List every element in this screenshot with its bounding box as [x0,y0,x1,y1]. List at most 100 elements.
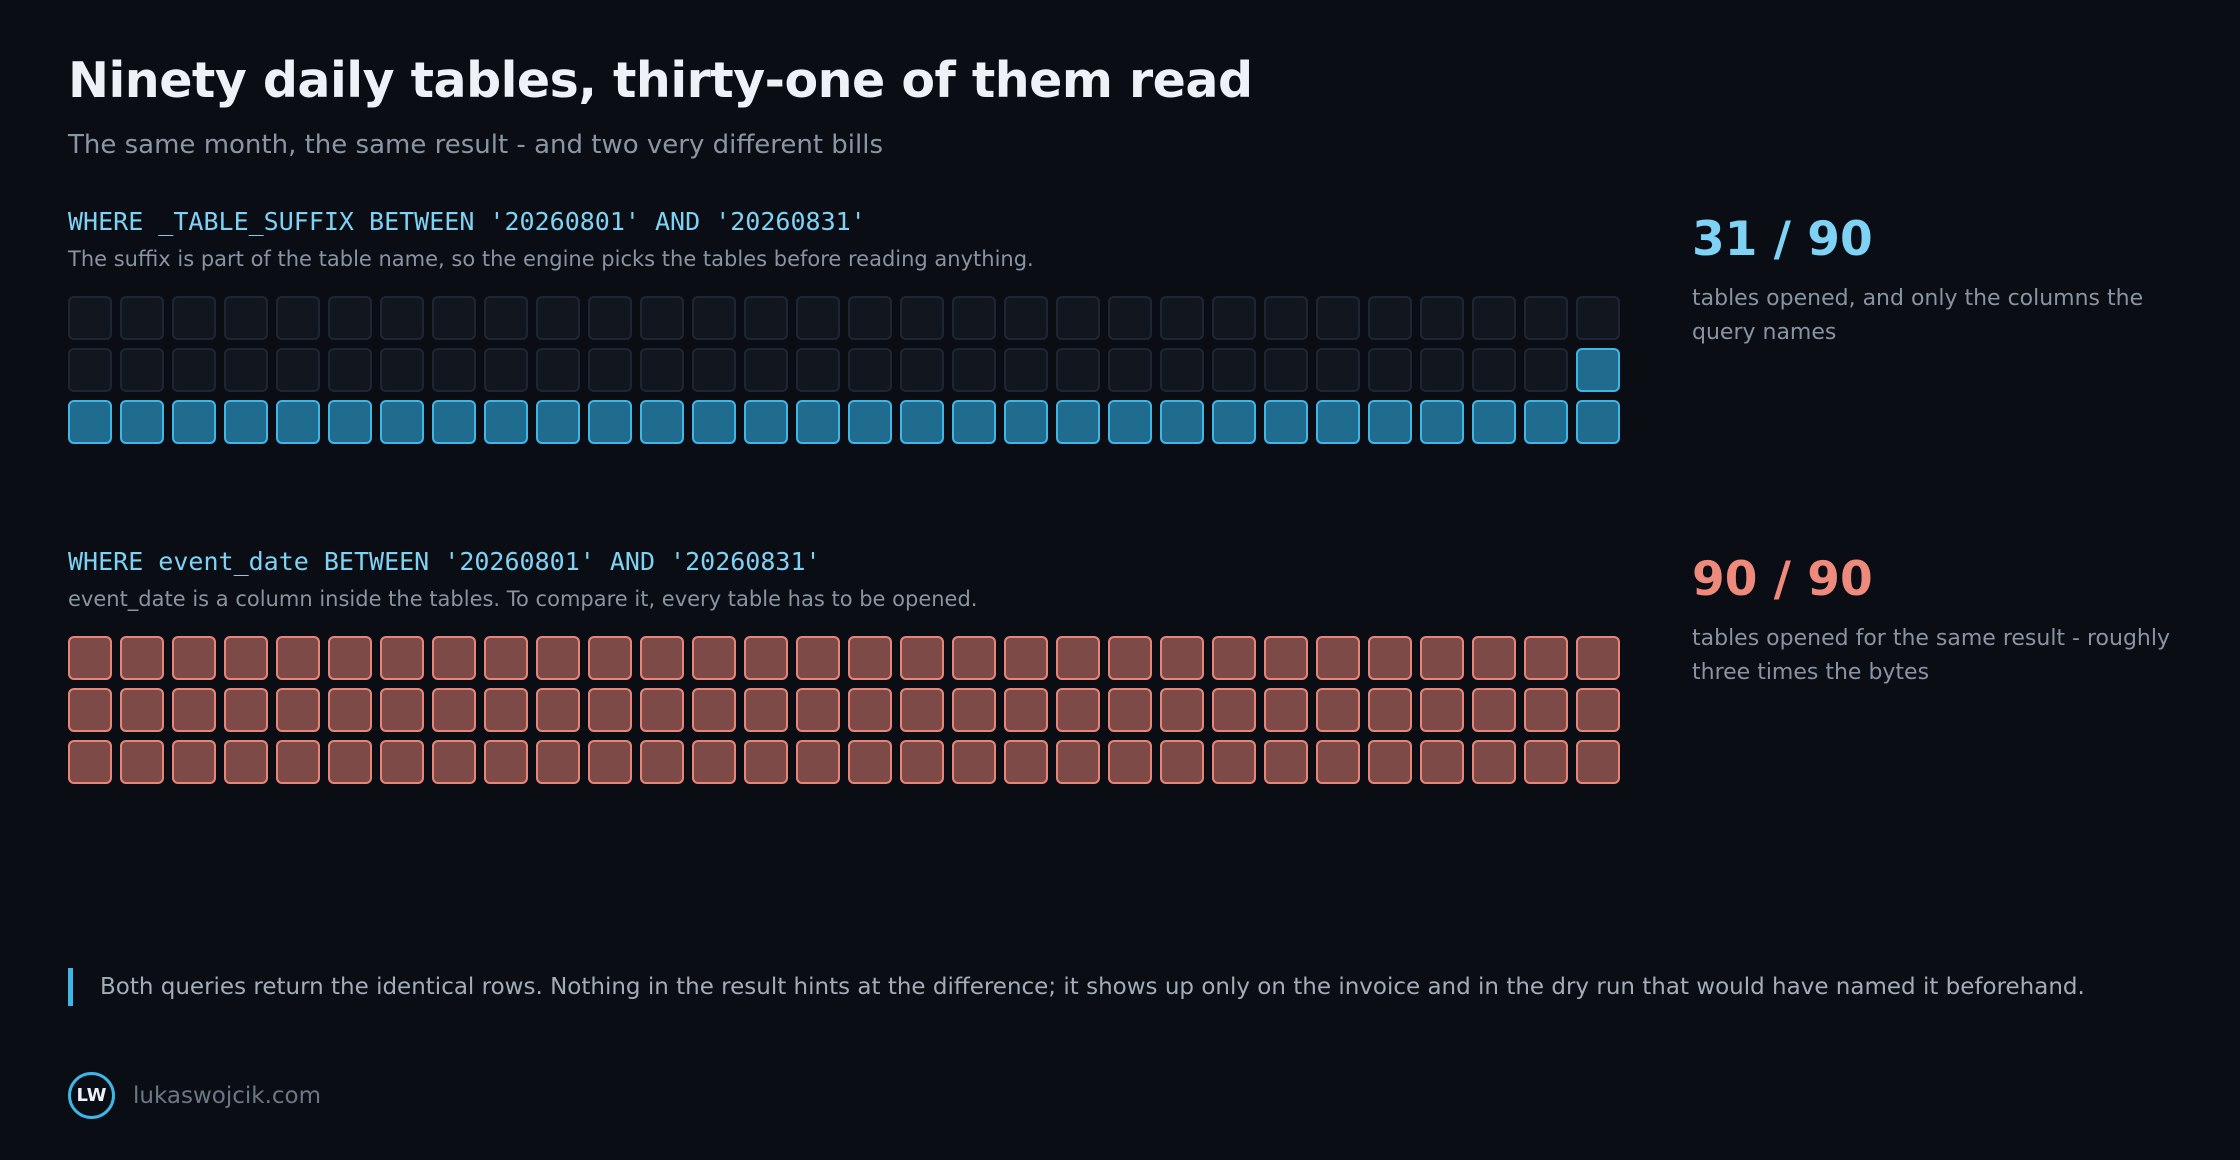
table-cell-opened [224,636,268,680]
table-cell-opened [744,740,788,784]
table-cell-skipped [224,296,268,340]
table-cell-opened [1420,400,1464,444]
table-cell-skipped [68,296,112,340]
table-cell-opened [952,688,996,732]
table-cell-skipped [432,296,476,340]
table-cell-opened [692,636,736,680]
table-cell-skipped [432,348,476,392]
table-cell-opened [1368,688,1412,732]
table-cell-opened [1056,636,1100,680]
brand-link[interactable]: lukaswojcik.com [133,1082,322,1109]
stat-description: tables opened, and only the columns the … [1692,286,2144,345]
table-cell-skipped [588,296,632,340]
table-cell-opened [120,740,164,784]
table-cell-skipped [692,348,736,392]
table-cell-opened [328,688,372,732]
table-cell-opened [380,688,424,732]
table-cell-opened [276,740,320,784]
table-cell-opened [1212,688,1256,732]
table-cell-skipped [276,348,320,392]
table-cell-opened [1160,400,1204,444]
table-grid [68,636,1620,784]
table-cell-opened [1212,400,1256,444]
table-cell-skipped [224,348,268,392]
table-cell-skipped [796,296,840,340]
stat-description: tables opened for the same result - roug… [1692,626,2170,685]
table-cell-skipped [172,348,216,392]
table-cell-opened [848,688,892,732]
table-cell-opened [1472,636,1516,680]
table-cell-opened [224,740,268,784]
table-cell-skipped [1264,348,1308,392]
table-cell-opened [1316,688,1360,732]
table-cell-opened [432,740,476,784]
table-cell-opened [1576,688,1620,732]
table-cell-opened [900,688,944,732]
table-cell-skipped [1264,296,1308,340]
table-cell-opened [640,636,684,680]
table-cell-opened [588,400,632,444]
query-text: WHERE _TABLE_SUFFIX BETWEEN '20260801' A… [68,207,866,236]
stat-value: 90 / 90 [1692,552,1873,607]
table-cell-skipped [1524,296,1568,340]
table-cell-skipped [380,296,424,340]
table-cell-opened [1212,636,1256,680]
table-cell-opened [484,400,528,444]
table-cell-opened [1004,636,1048,680]
table-cell-opened [692,400,736,444]
table-cell-opened [796,740,840,784]
table-cell-skipped [1420,296,1464,340]
table-cell-skipped [1524,348,1568,392]
table-cell-opened [1316,636,1360,680]
table-cell-opened [1056,400,1100,444]
table-cell-opened [1108,740,1152,784]
brand[interactable]: LW lukaswojcik.com [68,1072,321,1119]
table-cell-opened [484,688,528,732]
table-cell-opened [1212,740,1256,784]
table-cell-opened [588,740,632,784]
table-cell-skipped [1316,348,1360,392]
table-cell-opened [1368,740,1412,784]
table-cell-opened [68,400,112,444]
table-cell-opened [952,740,996,784]
table-cell-opened [1108,688,1152,732]
table-cell-skipped [536,296,580,340]
table-cell-opened [1004,740,1048,784]
table-cell-opened [1576,740,1620,784]
table-cell-opened [1524,636,1568,680]
table-cell-opened [952,636,996,680]
table-cell-skipped [848,348,892,392]
table-cell-skipped [68,348,112,392]
table-cell-opened [1108,636,1152,680]
table-cell-skipped [900,296,944,340]
table-cell-skipped [796,348,840,392]
table-cell-opened [1420,688,1464,732]
table-cell-opened [1056,740,1100,784]
table-cell-skipped [276,296,320,340]
table-cell-opened [1316,400,1360,444]
table-cell-opened [536,636,580,680]
table-cell-opened [380,636,424,680]
table-cell-opened [1524,400,1568,444]
table-cell-opened [900,636,944,680]
table-cell-opened [432,400,476,444]
table-cell-skipped [1004,296,1048,340]
table-cell-skipped [1368,296,1412,340]
table-cell-opened [172,688,216,732]
query-note: event_date is a column inside the tables… [68,587,978,611]
table-cell-opened [588,688,632,732]
table-cell-opened [1160,740,1204,784]
table-cell-skipped [952,348,996,392]
table-cell-skipped [1368,348,1412,392]
page-title: Ninety daily tables, thirty-one of them … [68,52,1253,109]
table-cell-opened [1524,688,1568,732]
table-cell-opened [588,636,632,680]
table-cell-opened [1264,688,1308,732]
table-cell-opened [1264,740,1308,784]
table-cell-skipped [588,348,632,392]
table-cell-skipped [1472,348,1516,392]
table-cell-skipped [1212,348,1256,392]
table-cell-opened [380,400,424,444]
table-cell-opened [1004,400,1048,444]
table-cell-skipped [380,348,424,392]
